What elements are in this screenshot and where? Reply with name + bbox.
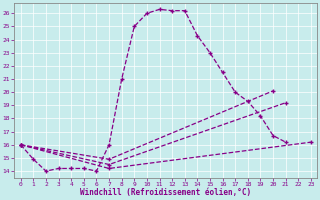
X-axis label: Windchill (Refroidissement éolien,°C): Windchill (Refroidissement éolien,°C) (80, 188, 252, 197)
